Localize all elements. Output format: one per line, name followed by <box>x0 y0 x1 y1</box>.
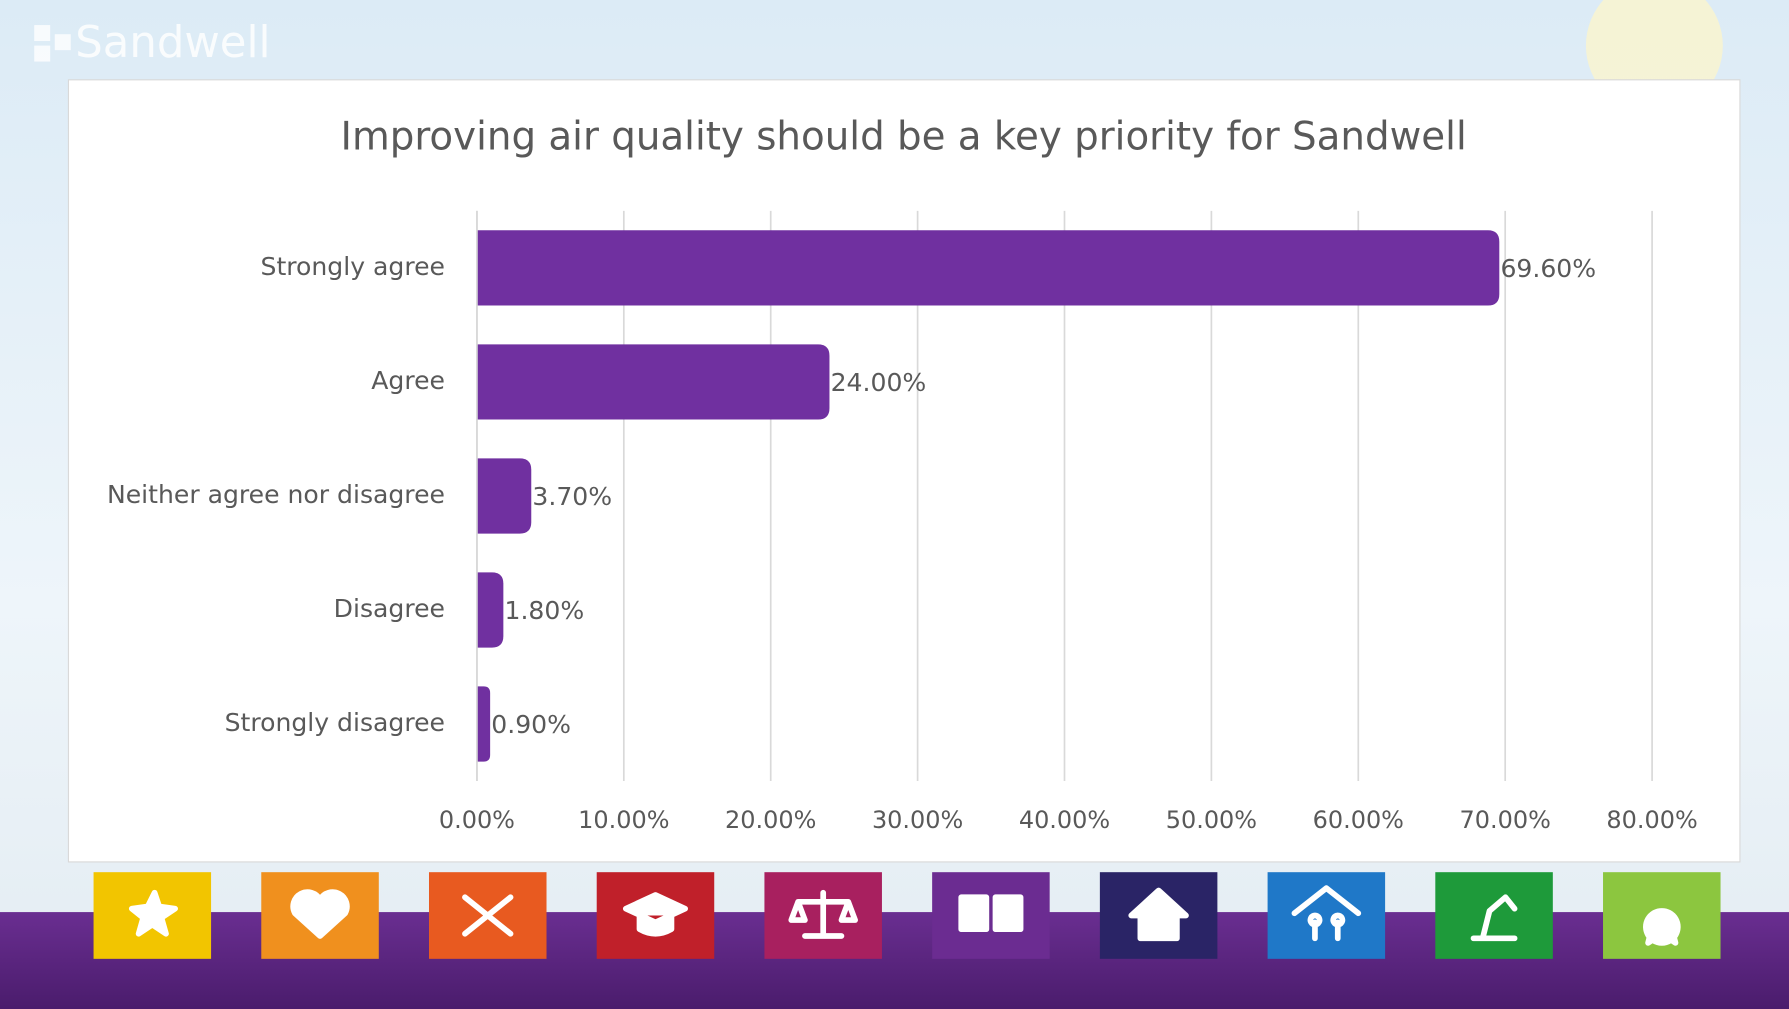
x-tick-label: 10.00% <box>578 806 669 834</box>
icon-tile <box>1435 872 1553 959</box>
bar <box>476 458 532 534</box>
plot: 0.00% 10.00% 20.00% 30.00% 40.00% 50.00% 60.00… <box>107 210 1698 834</box>
y-tick-label: Neither agree nor disagree <box>107 480 445 509</box>
y-tick-label: Agree <box>371 366 445 395</box>
x-tick-label: 40.00% <box>1019 806 1110 834</box>
icon-glyph <box>462 894 514 937</box>
data-label: 0.90% <box>491 710 571 739</box>
icon-glyph <box>788 889 858 939</box>
x-tick-label: 60.00% <box>1313 806 1404 834</box>
x-tick-label: 0.00% <box>439 806 515 834</box>
y-tick-label: Disagree <box>334 594 445 623</box>
data-label: 1.80% <box>504 596 584 625</box>
icon-tile <box>932 872 1050 959</box>
chart-panel <box>67 79 1741 863</box>
x-tick-label: 30.00% <box>872 806 963 834</box>
icon-glyph <box>1470 894 1518 942</box>
icon-glyph <box>622 892 688 937</box>
bar <box>476 230 1500 306</box>
bar <box>476 686 491 762</box>
x-tick-label: 70.00% <box>1460 806 1551 834</box>
icon-glyph <box>1128 887 1189 942</box>
x-tick-label: 50.00% <box>1166 806 1257 834</box>
icon-tile <box>1267 872 1386 959</box>
icon-row <box>93 872 1721 959</box>
logo: Sandwell <box>34 18 271 68</box>
data-label: 3.70% <box>532 482 612 511</box>
data-label: 69.60% <box>1500 254 1596 283</box>
y-tick-label: Strongly agree <box>261 252 445 281</box>
icon-glyph <box>958 894 1024 933</box>
icon-glyph <box>128 889 178 937</box>
x-tick-label: 80.00% <box>1606 806 1697 834</box>
y-tick-label: Strongly disagree <box>225 708 445 737</box>
brand: Sandwell <box>75 18 270 68</box>
x-tick-label: 20.00% <box>725 806 816 834</box>
chart-title: Improving air quality should be a key pr… <box>341 115 1467 160</box>
icon-glyph <box>290 889 350 939</box>
bar <box>476 572 504 648</box>
icon-glyph <box>1643 908 1681 946</box>
icon-tile <box>596 872 715 959</box>
data-label: 24.00% <box>831 368 927 397</box>
icon-glyph <box>1291 885 1362 942</box>
bar <box>476 344 830 420</box>
